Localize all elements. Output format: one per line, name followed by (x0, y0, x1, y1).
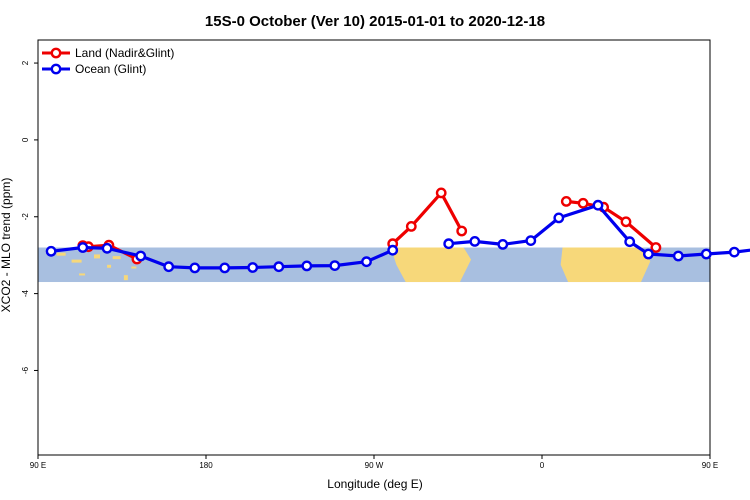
y-tick-label: -2 (21, 213, 30, 221)
band-land-islands (56, 252, 66, 256)
data-point (163, 261, 175, 273)
x-axis: 90 E 180 90 W 0 90 E (30, 455, 718, 470)
series-line (391, 191, 464, 245)
y-tick-label: 2 (21, 60, 30, 65)
series-line (566, 199, 657, 249)
series-ocean (45, 199, 750, 274)
legend-swatch-land-marker (50, 47, 62, 59)
legend-swatch-ocean-marker (50, 63, 62, 75)
band-land-africa (560, 247, 651, 283)
y-tick-label: -4 (21, 290, 30, 298)
data-point (560, 195, 572, 207)
data-point (620, 216, 632, 228)
data-point (643, 248, 654, 260)
x-tick-label: 0 (540, 461, 545, 470)
data-point (135, 250, 147, 262)
data-point (189, 262, 201, 274)
data-point (219, 262, 231, 274)
chart-title: 15S-0 October (Ver 10) 2015-01-01 to 202… (205, 13, 545, 30)
data-point (443, 238, 455, 250)
data-point (435, 187, 447, 199)
y-tick-label: -6 (21, 366, 30, 374)
data-point (672, 250, 684, 262)
data-point (405, 220, 417, 232)
band-land-islands (71, 259, 82, 263)
band-land-south-america (390, 247, 472, 283)
y-tick-label: 0 (21, 137, 30, 142)
band-land-islands (94, 254, 100, 259)
data-point (456, 225, 468, 237)
data-point (273, 261, 285, 273)
data-point (387, 244, 399, 256)
data-point (700, 248, 712, 260)
band-land-islands (131, 266, 137, 269)
band-land-islands (123, 275, 128, 281)
data-point (329, 260, 341, 271)
data-point (728, 246, 740, 258)
y-axis-label: XCO2 - MLO trend (ppm) (0, 178, 13, 313)
x-tick-label: 90 W (365, 461, 384, 470)
legend: Land (Nadir&Glint) Ocean (Glint) (42, 46, 174, 76)
data-point (497, 238, 509, 250)
x-axis-label: Longitude (deg E) (327, 477, 422, 491)
band-land-islands (112, 256, 121, 260)
data-point (624, 236, 636, 248)
band-land-islands (107, 264, 112, 268)
series-layer (45, 187, 750, 274)
data-point (553, 212, 565, 224)
x-tick-label: 180 (199, 461, 213, 470)
band-land-islands (79, 273, 86, 276)
data-point (101, 242, 113, 254)
data-point (77, 242, 89, 253)
data-point (469, 235, 481, 247)
legend-label-ocean: Ocean (Glint) (75, 62, 146, 76)
map-band (38, 247, 750, 283)
data-point (301, 260, 313, 272)
y-axis: 2 0 -2 -4 -6 (21, 60, 38, 374)
data-point (650, 242, 662, 253)
data-point (577, 197, 589, 209)
series-line (448, 203, 750, 258)
data-point (592, 199, 604, 211)
data-point (525, 235, 537, 247)
data-point (45, 245, 57, 257)
x-tick-label: 90 E (702, 461, 718, 470)
x-tick-label: 90 E (30, 461, 46, 470)
band-land-islands (744, 253, 750, 256)
data-point (247, 262, 259, 273)
legend-label-land: Land (Nadir&Glint) (75, 46, 174, 60)
data-point (361, 256, 372, 268)
